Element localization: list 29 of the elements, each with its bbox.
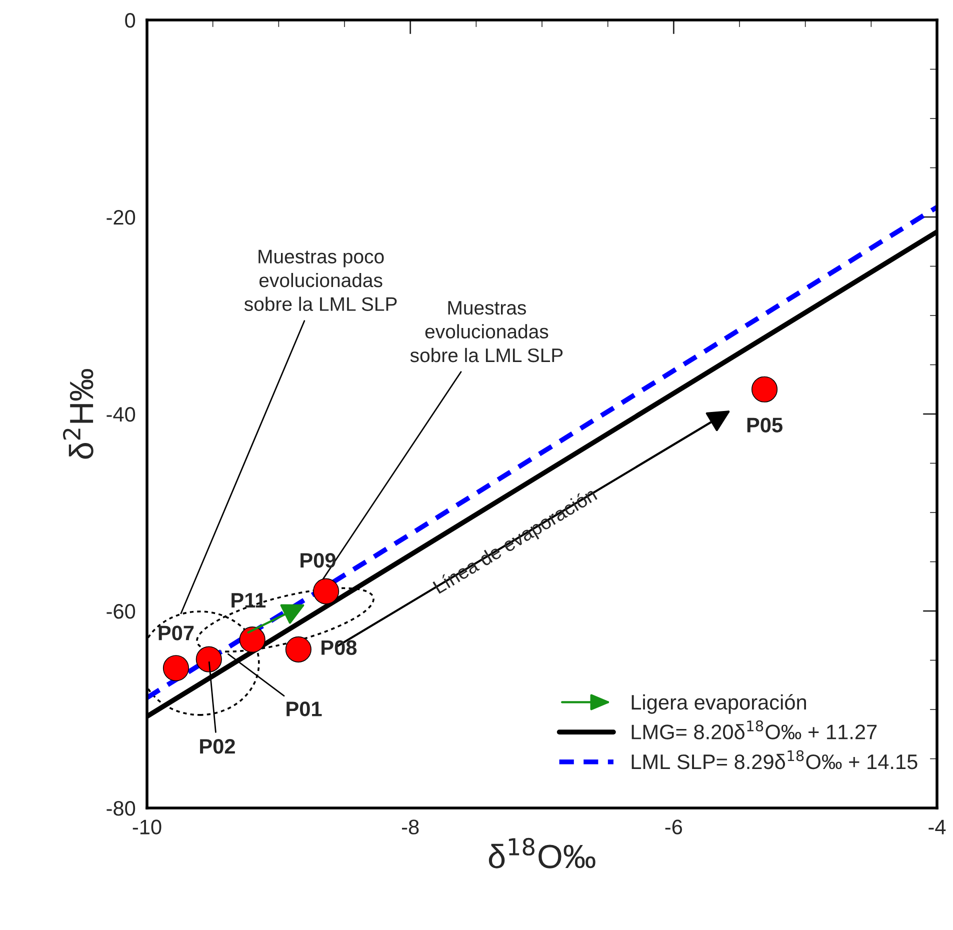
x-tick-label: -4 (928, 820, 946, 834)
legend-label: LML SLP= 8.29δ$^{18}$O‰ + 14.15 (632, 750, 918, 770)
annotation: P05 (747, 418, 782, 432)
y-tick-label: -60 (106, 604, 136, 619)
point (239, 626, 266, 653)
annotation: P02 (200, 738, 235, 754)
x-tick-label: -10 (132, 820, 162, 834)
y-axis-title: δ$^{2}$H‰ (62, 369, 94, 459)
annotation: P07 (158, 626, 194, 640)
annotation: Muestras poco evolucionadas sobre la LML SLP (244, 250, 397, 311)
x-tick-label: -6 (665, 820, 682, 834)
y-tick-label: -20 (106, 210, 136, 225)
point (313, 578, 340, 604)
annotation: P08 (322, 640, 357, 656)
x-tick-label: -8 (402, 820, 419, 834)
annotation: P01 (286, 702, 322, 716)
legend-label: LMG= 8.20δ$^{18}$O‰ + 11.27 (632, 720, 877, 740)
point (751, 376, 778, 402)
point (285, 636, 312, 662)
x-axis-title: δ$^{18}$O‰ (488, 838, 596, 868)
y-tick-label: -80 (106, 801, 136, 816)
annotation: P11 (232, 593, 266, 608)
point (196, 646, 222, 672)
y-tick-label: 0 (125, 13, 136, 28)
annotation: P09 (300, 552, 336, 568)
y-tick-label: -40 (106, 407, 136, 422)
annotation: Ligera evaporación (632, 694, 806, 714)
point (162, 655, 189, 682)
annotation: Muestras evolucionadas sobre la LML SLP (410, 301, 563, 362)
